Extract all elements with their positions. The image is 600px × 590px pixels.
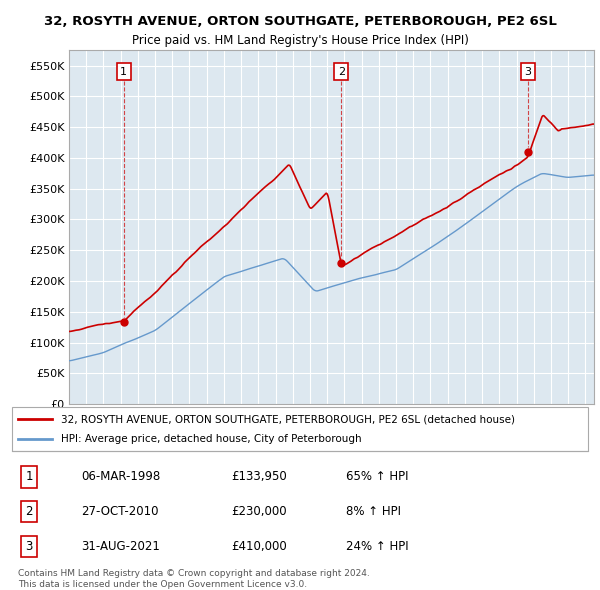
Text: 2: 2 <box>338 67 345 77</box>
Text: 2: 2 <box>26 505 33 519</box>
Text: 65% ↑ HPI: 65% ↑ HPI <box>346 470 409 483</box>
Text: 3: 3 <box>26 540 33 553</box>
Text: £410,000: £410,000 <box>231 540 287 553</box>
Text: 1: 1 <box>120 67 127 77</box>
FancyBboxPatch shape <box>12 407 588 451</box>
Text: 3: 3 <box>524 67 532 77</box>
Text: 8% ↑ HPI: 8% ↑ HPI <box>346 505 401 519</box>
Text: £133,950: £133,950 <box>231 470 287 483</box>
Text: 31-AUG-2021: 31-AUG-2021 <box>81 540 160 553</box>
Text: 32, ROSYTH AVENUE, ORTON SOUTHGATE, PETERBOROUGH, PE2 6SL (detached house): 32, ROSYTH AVENUE, ORTON SOUTHGATE, PETE… <box>61 415 515 424</box>
Text: 27-OCT-2010: 27-OCT-2010 <box>81 505 158 519</box>
Text: Contains HM Land Registry data © Crown copyright and database right 2024.
This d: Contains HM Land Registry data © Crown c… <box>18 569 370 589</box>
Text: HPI: Average price, detached house, City of Peterborough: HPI: Average price, detached house, City… <box>61 434 362 444</box>
Text: 24% ↑ HPI: 24% ↑ HPI <box>346 540 409 553</box>
Text: 06-MAR-1998: 06-MAR-1998 <box>81 470 160 483</box>
Text: £230,000: £230,000 <box>231 505 287 519</box>
Text: Price paid vs. HM Land Registry's House Price Index (HPI): Price paid vs. HM Land Registry's House … <box>131 34 469 47</box>
Text: 32, ROSYTH AVENUE, ORTON SOUTHGATE, PETERBOROUGH, PE2 6SL: 32, ROSYTH AVENUE, ORTON SOUTHGATE, PETE… <box>44 15 556 28</box>
Text: 1: 1 <box>26 470 33 483</box>
